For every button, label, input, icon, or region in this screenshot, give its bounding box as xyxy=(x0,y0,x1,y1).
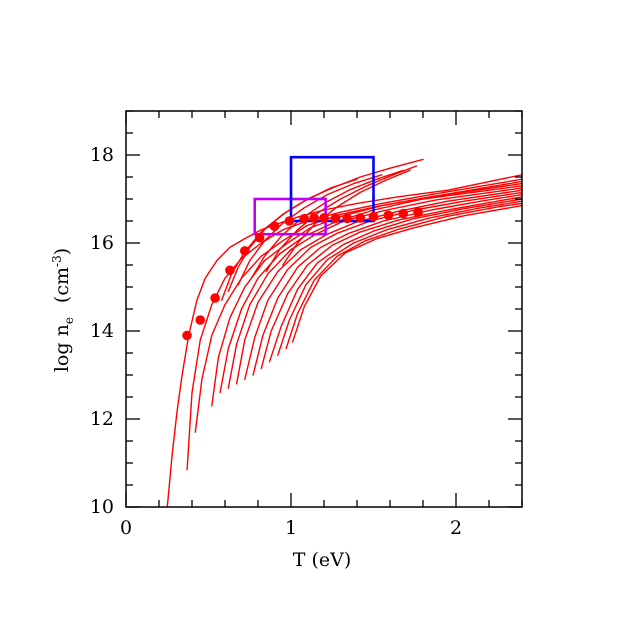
y-axis-title-base: log n xyxy=(51,324,73,372)
series-line-17 xyxy=(237,174,383,286)
data-point-13 xyxy=(342,213,352,224)
data-point-9 xyxy=(299,214,310,224)
series-line-18 xyxy=(250,169,404,279)
data-point-14 xyxy=(355,213,366,223)
series-line-2 xyxy=(186,178,522,471)
x-tick-label-2: 2 xyxy=(450,517,462,539)
data-point-16 xyxy=(383,210,394,221)
series-line-1 xyxy=(166,174,522,507)
data-point-11 xyxy=(319,213,329,223)
data-point-6 xyxy=(254,232,265,243)
data-point-8 xyxy=(284,216,295,226)
series-line-13 xyxy=(285,202,522,350)
plot-frame xyxy=(125,110,523,508)
series-line-4 xyxy=(211,182,522,407)
data-point-18 xyxy=(413,207,423,217)
y-tick-label-12: 12 xyxy=(90,408,114,430)
data-point-17 xyxy=(398,208,409,219)
x-tick-label-1: 1 xyxy=(285,517,297,539)
series-line-19 xyxy=(265,165,418,273)
x-axis-title: T (eV) xyxy=(293,549,352,571)
x-tick-label-0: 0 xyxy=(120,517,132,539)
series-line-20 xyxy=(282,169,411,266)
data-point-5 xyxy=(240,246,250,256)
y-axis-title-unit-open: (cm xyxy=(51,267,73,303)
series-line-11 xyxy=(268,198,522,363)
y-axis-title-subscript: e xyxy=(62,317,76,324)
y-tick-label-16: 16 xyxy=(90,232,114,254)
data-point-10 xyxy=(309,213,319,223)
y-tick-label-14: 14 xyxy=(90,320,114,342)
y-tick-label-18: 18 xyxy=(90,144,114,166)
data-point-12 xyxy=(330,213,341,224)
data-point-2 xyxy=(195,315,206,325)
series-line-14 xyxy=(291,204,522,343)
data-point-7 xyxy=(269,221,280,232)
data-point-15 xyxy=(368,211,379,222)
series-line-5 xyxy=(219,185,522,394)
series-line-7 xyxy=(235,189,522,385)
y-axis-title-unit-close: ) xyxy=(51,248,73,255)
data-point-3 xyxy=(210,293,220,303)
series-line-12 xyxy=(277,200,522,356)
series-line-10 xyxy=(260,196,522,370)
data-point-1 xyxy=(182,330,192,341)
y-axis-title: log ne (cm-3) xyxy=(50,248,76,372)
y-axis-title-superscript: -3 xyxy=(50,255,64,267)
series-line-8 xyxy=(244,191,522,381)
series-line-9 xyxy=(252,193,522,376)
series-line-6 xyxy=(227,187,522,389)
data-point-4 xyxy=(225,265,235,276)
y-tick-label-10: 10 xyxy=(90,496,114,518)
